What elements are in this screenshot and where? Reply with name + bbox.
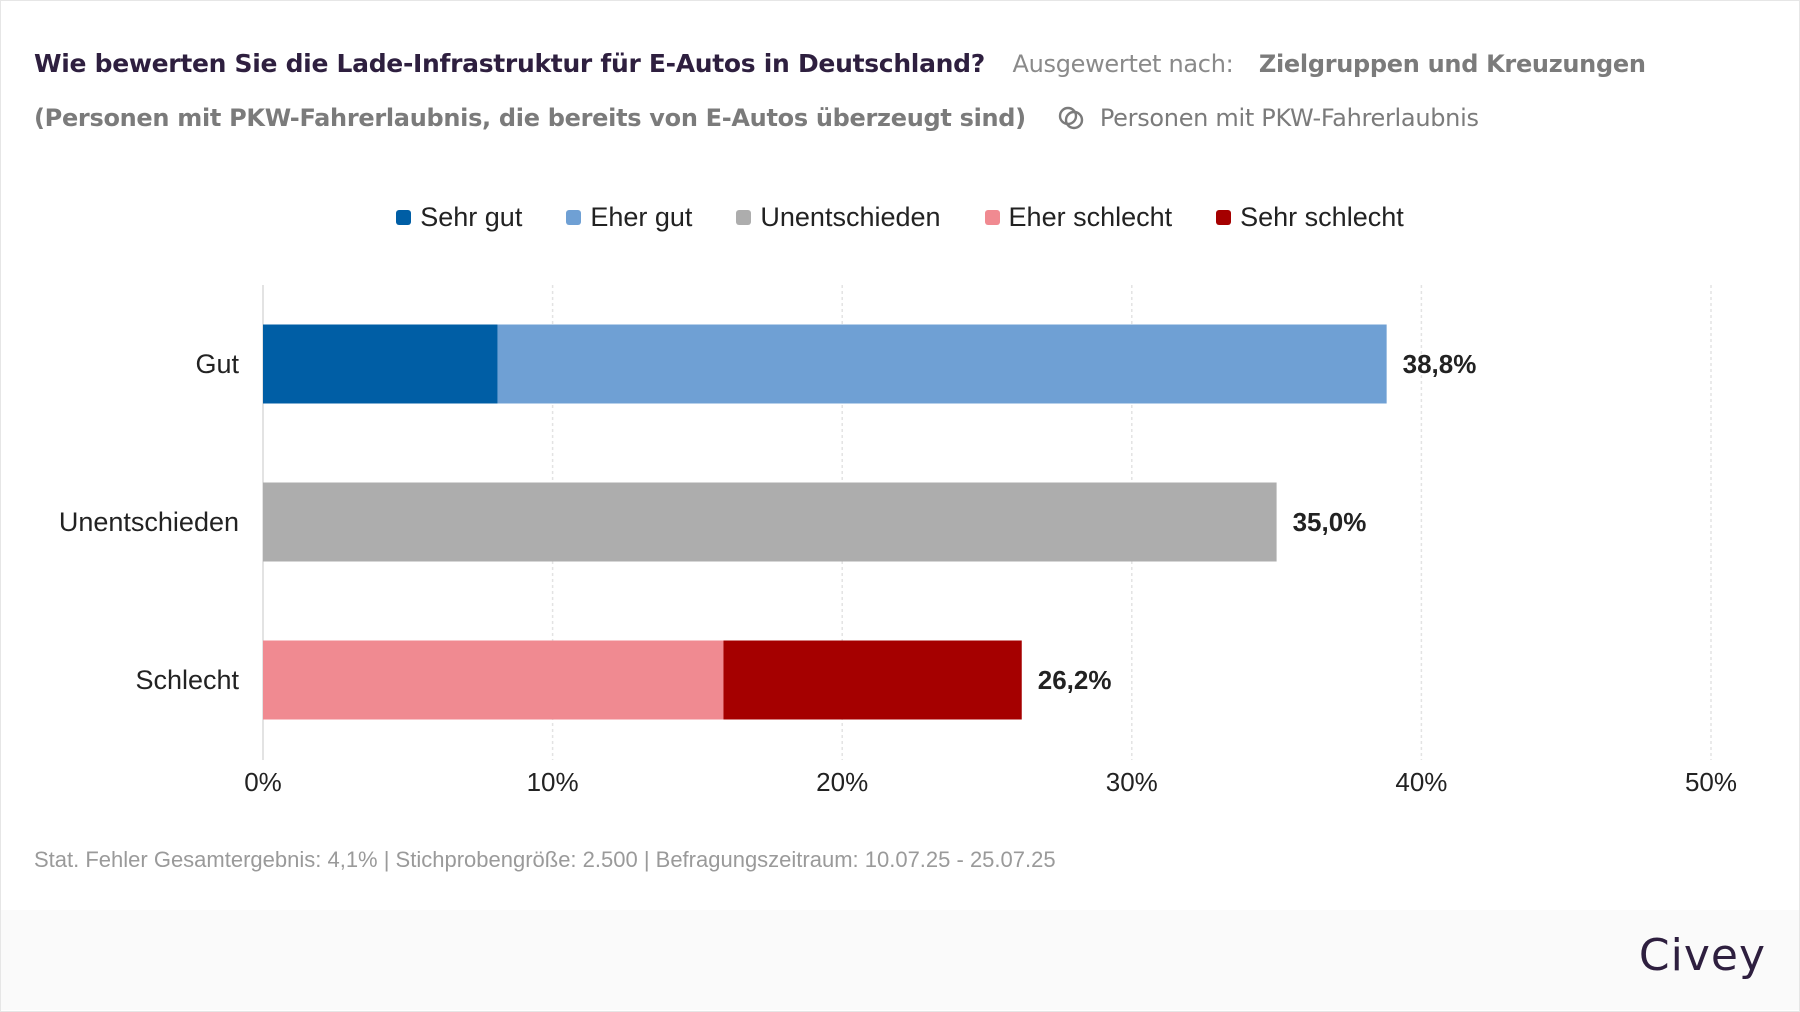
legend-label: Sehr gut (420, 202, 523, 232)
legend-label: Unentschieden (760, 202, 941, 232)
brand-logo: Civey (1638, 930, 1766, 981)
bar-segment (497, 324, 1387, 404)
header: Wie bewerten Sie die Lade-Infrastruktur … (34, 48, 1646, 79)
category-label: Gut (195, 349, 239, 379)
footer-bar (1, 910, 1799, 1010)
bar-segment (263, 640, 724, 720)
legend-item[interactable]: Sehr schlecht (1216, 202, 1404, 233)
legend-label: Eher schlecht (1008, 202, 1173, 232)
chart-title: Wie bewerten Sie die Lade-Infrastruktur … (34, 49, 985, 78)
legend-item[interactable]: Sehr gut (396, 202, 522, 233)
x-tick-label: 30% (1106, 767, 1158, 797)
evaluated-by-value: Zielgruppen und Kreuzungen (1258, 50, 1646, 78)
legend-item[interactable]: Unentschieden (736, 202, 941, 233)
subheader: (Personen mit PKW-Fahrerlaubnis, die ber… (34, 103, 1479, 133)
legend-swatch (984, 210, 1000, 225)
legend-item[interactable]: Eher gut (566, 202, 692, 233)
bar-total-label: 35,0% (1293, 507, 1367, 537)
x-tick-label: 40% (1395, 767, 1447, 797)
intersect-circles-icon (1058, 106, 1084, 130)
chart-subtitle: (Personen mit PKW-Fahrerlaubnis, die ber… (34, 104, 1026, 132)
x-tick-label: 10% (527, 767, 579, 797)
legend-label: Eher gut (590, 202, 693, 232)
legend: Sehr gut Eher gut Unentschieden Eher schlec… (0, 202, 1800, 233)
survey-meta: Stat. Fehler Gesamtergebnis: 4,1% | Stic… (34, 847, 1056, 872)
legend-swatch (566, 210, 582, 225)
x-tick-label: 50% (1685, 767, 1737, 797)
category-label: Schlecht (135, 665, 239, 695)
bar-segment (263, 324, 498, 404)
category-label: Unentschieden (59, 507, 239, 537)
legend-label: Sehr schlecht (1240, 202, 1404, 232)
bar-segment (723, 640, 1022, 720)
filter-badge: Personen mit PKW-Fahrerlaubnis (1056, 103, 1479, 133)
filter-label: Personen mit PKW-Fahrerlaubnis (1099, 104, 1479, 132)
bar-segment (263, 482, 1277, 562)
x-tick-label: 0% (244, 767, 282, 797)
legend-swatch (396, 210, 412, 225)
legend-swatch (1216, 210, 1232, 225)
evaluated-by-label: Ausgewertet nach: (1012, 50, 1234, 78)
bar-total-label: 26,2% (1038, 665, 1112, 695)
legend-swatch (736, 210, 752, 225)
x-tick-label: 20% (816, 767, 868, 797)
bar-total-label: 38,8% (1403, 349, 1477, 379)
legend-item[interactable]: Eher schlecht (984, 202, 1173, 233)
bar-chart: 0% 10% 20% 30% 40% 50% Gut 38,8% Unentschieden 35… (59, 285, 1737, 797)
